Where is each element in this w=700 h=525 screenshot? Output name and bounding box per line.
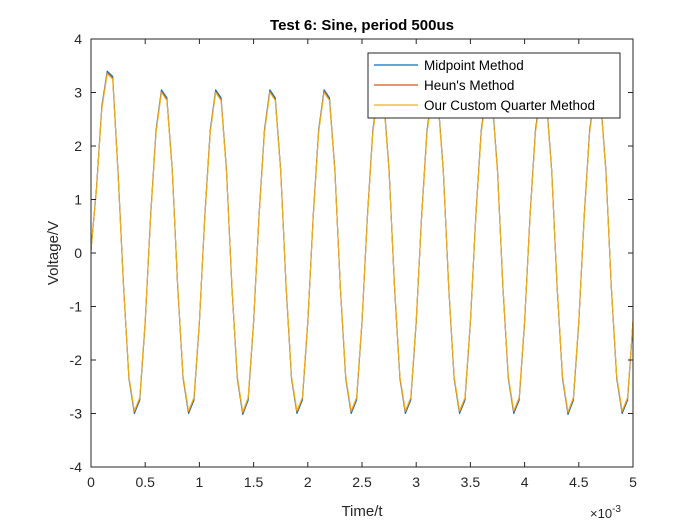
x-axis-label: Time/t <box>341 503 383 520</box>
x-tick-label: 2 <box>304 474 312 490</box>
y-tick-label: -4 <box>70 459 83 475</box>
legend: Midpoint Method Heun's Method Our Custom… <box>367 52 621 119</box>
x-tick-label: 4.5 <box>569 474 589 490</box>
x-tick-label: 4 <box>521 474 529 490</box>
x-axis-multiplier: ×10-3 <box>590 504 621 521</box>
chart-title: Test 6: Sine, period 500us <box>270 17 454 34</box>
y-tick-label: -2 <box>70 352 83 368</box>
x-tick-label: 1 <box>196 474 204 490</box>
x-axis-multiplier-exponent: -3 <box>612 504 621 515</box>
x-tick-label: 0.5 <box>135 474 155 490</box>
ticks-layer: 0 0.5 1 1.5 2 2.5 3 3.5 4 4.5 5 -4 -3 -2 -1 0 1 2 3 4 <box>70 31 638 490</box>
x-tick-label: 0 <box>87 474 95 490</box>
y-tick-label: 0 <box>74 245 82 261</box>
x-tick-label: 1.5 <box>244 474 264 490</box>
x-tick-label: 3.5 <box>461 474 481 490</box>
legend-label-heun: Heun's Method <box>424 78 514 93</box>
y-tick-label: -3 <box>70 406 83 422</box>
x-tick-label: 2.5 <box>352 474 372 490</box>
legend-label-midpoint: Midpoint Method <box>424 58 524 73</box>
x-axis-multiplier-base: ×10 <box>590 506 612 521</box>
y-tick-label: 3 <box>74 85 82 101</box>
y-tick-label: -1 <box>70 299 83 315</box>
y-tick-label: 1 <box>74 192 82 208</box>
y-tick-label: 4 <box>74 31 82 47</box>
y-axis-label: Voltage/V <box>45 221 62 285</box>
x-tick-label: 3 <box>412 474 420 490</box>
legend-label-quarter: Our Custom Quarter Method <box>424 98 595 113</box>
x-tick-label: 5 <box>629 474 637 490</box>
y-tick-label: 2 <box>74 138 82 154</box>
